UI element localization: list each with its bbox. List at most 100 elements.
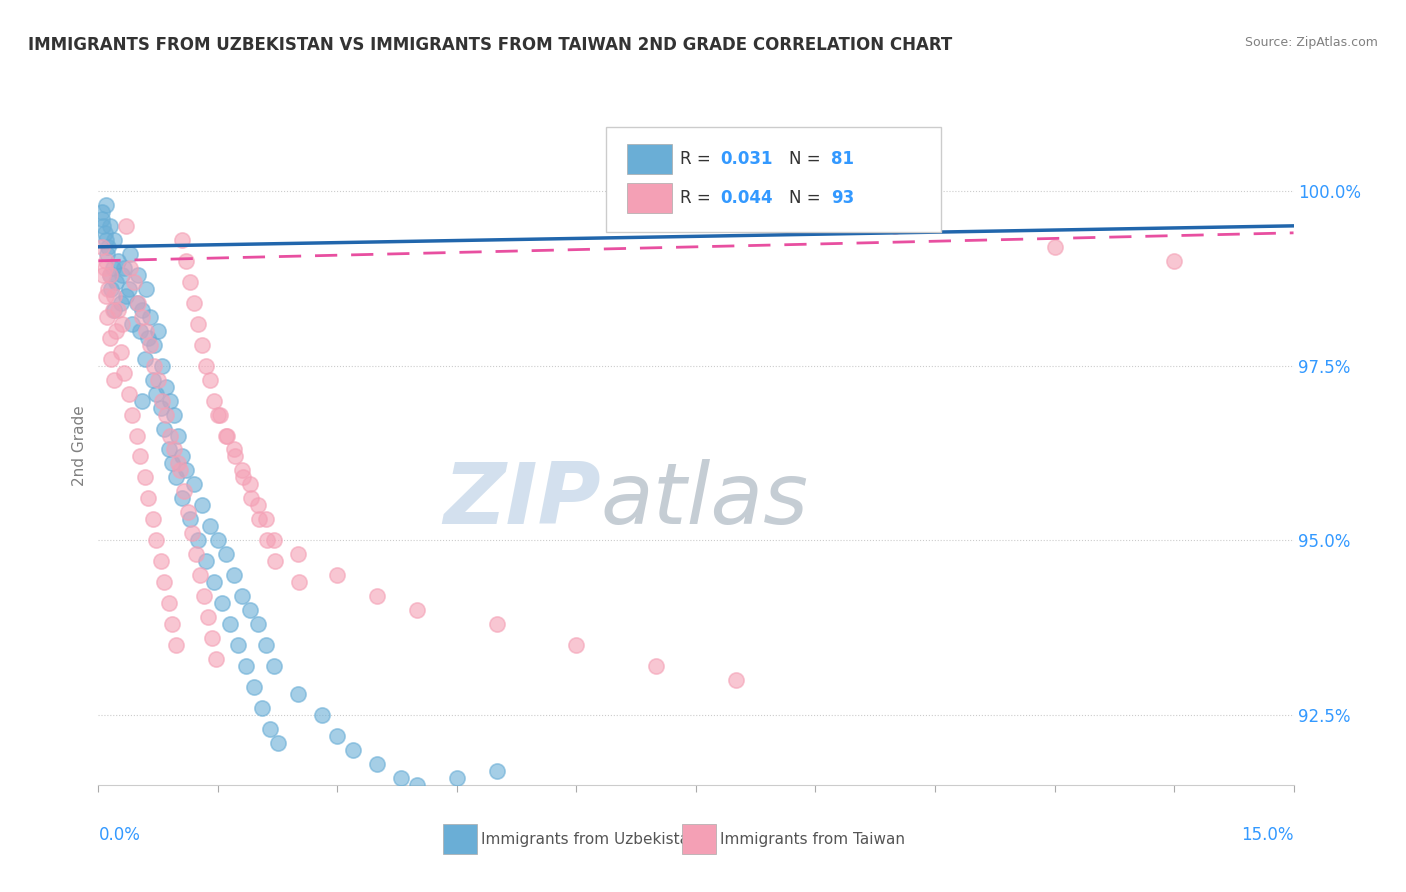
Point [205,652,228,666]
Point [183,477,205,491]
Point [264,554,287,568]
Point [110,344,132,359]
Point [485,617,508,632]
Point [143,359,166,373]
Point [202,575,225,590]
Point [198,373,221,387]
Point [152,421,174,435]
Point [103,289,125,303]
Point [239,477,262,491]
Point [131,310,153,324]
Point [155,408,177,422]
Point [243,680,266,694]
Point [145,386,167,401]
Point [222,568,245,582]
Point [174,253,197,268]
Point [172,233,194,247]
Point [167,428,190,442]
Point [287,547,309,561]
Text: R =: R = [681,189,717,207]
Point [124,275,146,289]
Point [131,393,153,408]
Point [131,302,153,317]
Point [174,463,197,477]
Point [148,324,170,338]
Point [159,428,181,442]
Point [247,512,270,526]
Point [166,470,188,484]
Point [215,428,238,442]
FancyBboxPatch shape [627,145,672,174]
Point [97,240,120,254]
Point [98,331,121,345]
Point [103,373,125,387]
Point [96,253,118,268]
Point [148,373,170,387]
Text: Immigrants from Uzbekistan: Immigrants from Uzbekistan [481,831,699,847]
Point [645,659,668,673]
Point [172,491,194,506]
Point [176,505,198,519]
Text: R =: R = [681,150,717,169]
Point [181,526,204,541]
Text: 81: 81 [831,150,853,169]
Point [149,554,172,568]
Point [107,302,129,317]
Point [94,260,117,275]
Point [134,470,156,484]
Point [263,533,285,548]
Point [179,512,201,526]
Point [166,638,188,652]
Point [100,351,122,366]
Point [197,610,219,624]
Point [115,219,138,233]
Point [217,428,239,442]
Point [254,638,277,652]
Text: 93: 93 [831,189,855,207]
Point [142,373,165,387]
Point [142,512,165,526]
Point [184,547,207,561]
Point [211,596,233,610]
Point [200,631,222,645]
Point [118,282,141,296]
Point [136,491,159,506]
Point [167,457,190,471]
Point [150,393,173,408]
Point [191,337,214,351]
Point [366,756,388,771]
Point [145,533,167,548]
Point [127,268,149,282]
Point [406,778,429,792]
Point [446,771,468,785]
Point [163,408,186,422]
Point [215,547,238,561]
Text: 0.044: 0.044 [720,189,772,207]
Point [208,408,231,422]
Point [191,499,214,513]
Point [240,491,263,506]
Point [198,519,221,533]
Point [326,729,349,743]
Point [128,324,150,338]
Point [139,310,162,324]
Point [111,317,134,331]
Point [256,533,278,548]
Point [143,337,166,351]
Point [179,275,201,289]
Point [202,393,225,408]
Point [121,317,143,331]
Point [172,450,194,464]
Point [96,247,118,261]
Point [263,659,285,673]
Point [884,219,907,233]
Y-axis label: 2nd Grade: 2nd Grade [72,406,87,486]
Point [232,470,254,484]
Point [157,596,180,610]
Point [219,617,242,632]
Point [155,379,177,393]
Point [326,568,349,582]
Point [127,295,149,310]
Point [287,687,309,701]
Point [485,764,508,778]
